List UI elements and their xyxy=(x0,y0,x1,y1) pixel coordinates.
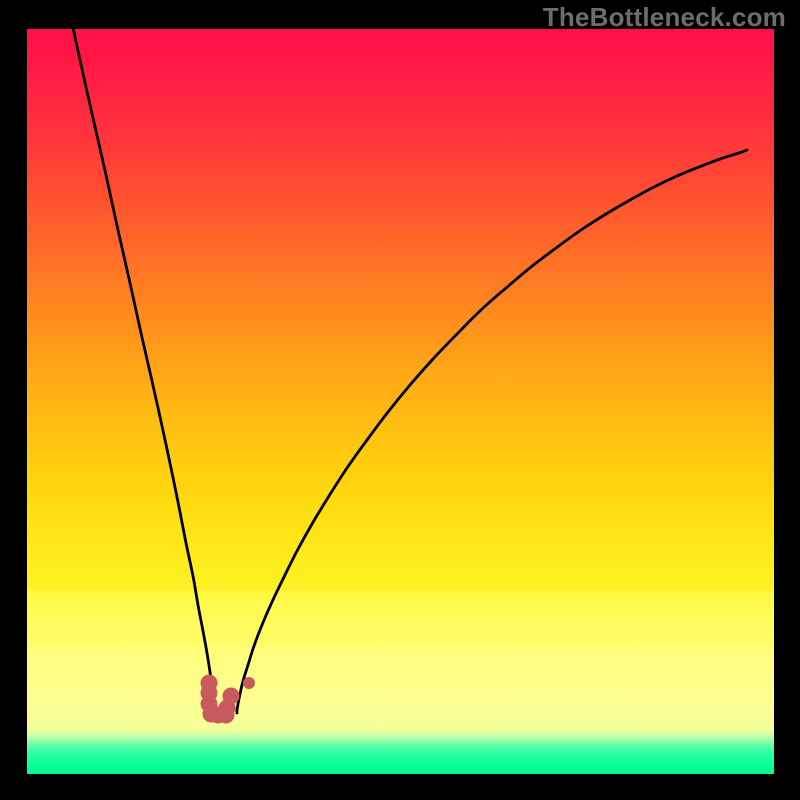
bottleneck-marker xyxy=(243,677,255,689)
bottleneck-markers xyxy=(201,675,256,724)
bottleneck-marker xyxy=(201,675,218,692)
chart-plot-area xyxy=(27,29,774,774)
bottleneck-curve-left xyxy=(67,29,216,713)
bottleneck-curve-right xyxy=(237,150,747,713)
chart-curves-layer xyxy=(27,29,774,774)
attribution-text: TheBottleneck.com xyxy=(543,2,786,33)
